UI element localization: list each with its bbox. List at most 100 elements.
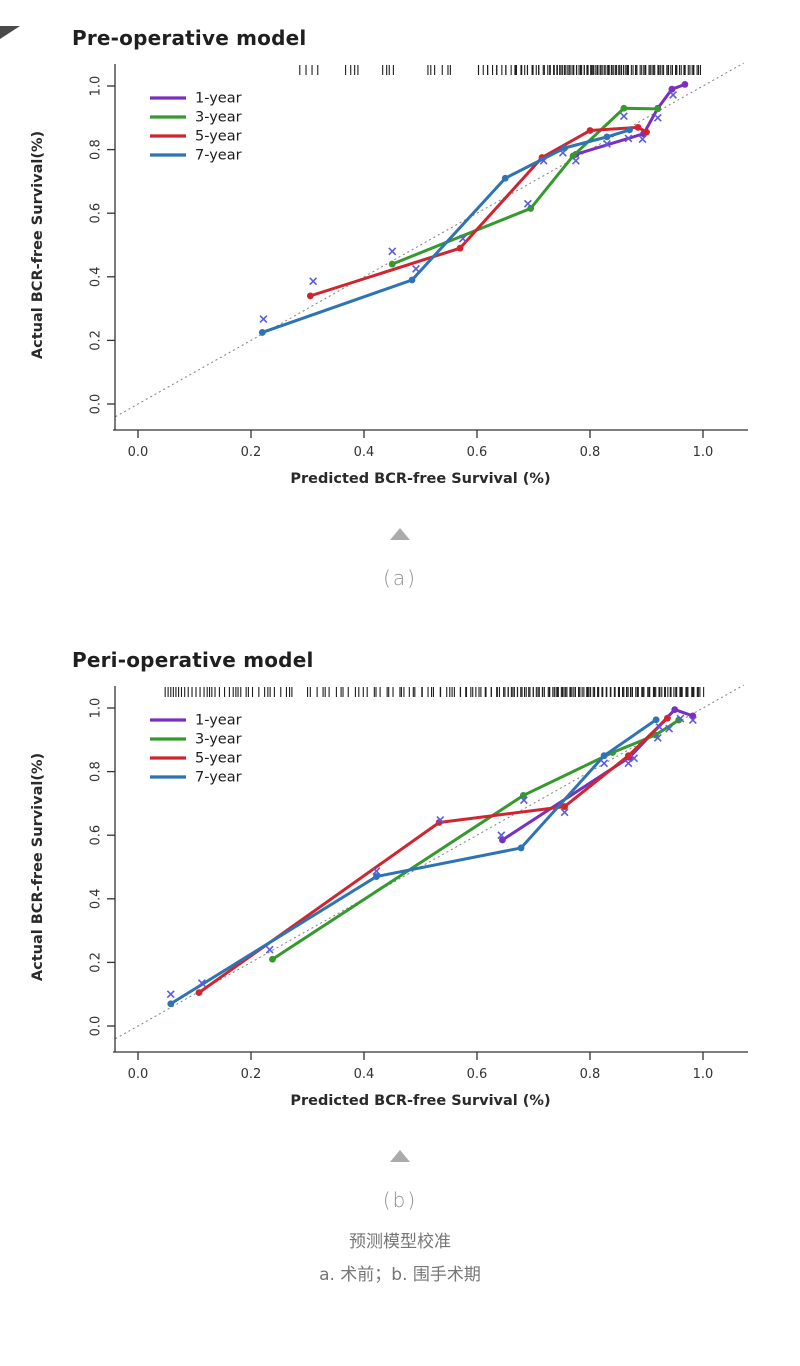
chart-b-title: Peri-operative model <box>72 648 314 672</box>
y-tick-label: 0.0 <box>89 1016 104 1037</box>
data-point <box>626 126 633 134</box>
legend-label: 3-year <box>195 110 242 126</box>
y-tick-label: 0.8 <box>89 139 104 160</box>
x-mark <box>665 724 674 733</box>
data-point <box>643 128 650 136</box>
anchor-triangle-icon <box>390 528 410 540</box>
x-tick-label: 1.0 <box>693 1067 714 1082</box>
y-tick-label: 0.8 <box>89 761 104 782</box>
x-tick-label: 0.2 <box>241 1067 262 1082</box>
caption-title: 预测模型校准 <box>349 1232 451 1252</box>
data-point <box>373 873 380 880</box>
x-mark <box>602 139 611 148</box>
data-point <box>569 152 577 160</box>
data-point <box>269 955 276 963</box>
x-tick-label: 0.4 <box>354 445 375 460</box>
y-tick-label: 0.2 <box>89 330 104 351</box>
x-tick-label: 0.8 <box>580 445 601 460</box>
data-point <box>306 292 314 300</box>
ideal-calibration-line <box>115 62 744 418</box>
series-3-year <box>269 716 683 963</box>
legend-label: 1-year <box>195 91 242 107</box>
legend-label: 7-year <box>195 770 242 786</box>
axis-tick-labels: 0.0 0.0 0.2 0.2 0.4 0.4 0.6 0.6 0.8 0.8 1.0 1.0 <box>89 698 714 1082</box>
data-point <box>625 752 632 760</box>
legend-label: 5-year <box>195 129 242 145</box>
x-mark <box>497 831 506 840</box>
axis-ticks <box>107 707 704 1060</box>
data-point <box>586 127 594 134</box>
rug-marks <box>299 65 702 75</box>
y-tick-label: 0.4 <box>89 888 104 909</box>
series-line <box>574 82 687 156</box>
x-mark <box>630 754 639 763</box>
data-point <box>664 714 671 722</box>
data-point <box>258 329 266 336</box>
x-mark <box>688 716 697 725</box>
x-mark <box>388 247 397 256</box>
legend-label: 3-year <box>195 732 242 748</box>
x-tick-label: 1.0 <box>693 445 714 460</box>
document-canvas: { "corner_fold": {"color": "#4a4a4a"}, "… <box>0 26 800 1321</box>
anchor-marker-a-row <box>0 528 800 540</box>
data-point <box>167 1000 175 1008</box>
series-line <box>260 128 632 334</box>
y-tick-label: 0.2 <box>89 952 104 973</box>
data-point <box>408 276 416 284</box>
x-mark <box>259 315 268 324</box>
x-mark <box>265 945 274 954</box>
y-axis-label: Actual BCR-free Survival(%) <box>30 753 46 981</box>
x-tick-label: 0.6 <box>467 445 488 460</box>
x-mark <box>653 113 662 122</box>
y-tick-label: 0.6 <box>89 203 104 224</box>
y-tick-label: 1.0 <box>89 698 104 719</box>
x-tick-label: 0.0 <box>128 1067 149 1082</box>
x-tick-label: 0.2 <box>241 445 262 460</box>
data-point <box>603 133 611 141</box>
anchor-marker-b-row <box>0 1150 800 1162</box>
x-mark <box>600 759 609 768</box>
x-mark <box>624 134 633 143</box>
x-tick-label: 0.6 <box>467 1067 488 1082</box>
data-point <box>634 123 642 131</box>
figure-a: Pre-operative model 0.0 0.0 0.2 0.2 0.4 0.4 0.… <box>0 26 800 494</box>
data-point <box>681 81 689 88</box>
panel-label-a: (a) <box>383 566 417 590</box>
series-7-year <box>167 716 660 1008</box>
x-mark <box>436 815 445 824</box>
data-point <box>671 706 679 713</box>
series-line <box>308 125 648 298</box>
y-tick-label: 0.4 <box>89 266 104 287</box>
data-point <box>652 716 660 724</box>
series-5-year <box>306 123 650 300</box>
x-mark <box>655 723 664 732</box>
x-mark <box>669 90 678 99</box>
data-point <box>668 85 676 93</box>
caption-subtitle: a. 术前；b. 围手术期 <box>319 1265 481 1286</box>
data-point <box>561 803 568 810</box>
x-mark <box>619 112 628 121</box>
series-5-year <box>195 714 671 997</box>
calibration-plot-preoperative: 0.0 0.0 0.2 0.2 0.4 0.4 0.6 0.6 0.8 0.8 1.0 1.0 Pred… <box>30 62 748 487</box>
figure-b: Peri-operative model 0.0 0.0 0.2 0.2 0.4 0.4 0… <box>0 648 800 1116</box>
x-mark <box>458 234 467 243</box>
series-7-year <box>258 126 633 336</box>
x-tick-label: 0.8 <box>580 1067 601 1082</box>
axes <box>113 64 748 431</box>
figure-caption: 预测模型校准 a. 术前；b. 围手术期 <box>0 1226 800 1320</box>
data-point <box>654 105 662 113</box>
x-mark <box>560 808 569 817</box>
anchor-triangle-icon <box>390 1150 410 1162</box>
legend: 1-year 3-year 5-year 7-year <box>150 713 242 786</box>
legend-label: 5-year <box>195 751 242 767</box>
data-point <box>456 244 464 252</box>
x-mark <box>309 277 318 286</box>
x-mark <box>539 156 548 165</box>
x-mark <box>558 148 567 157</box>
data-point <box>517 844 525 852</box>
chart-a-title: Pre-operative model <box>72 26 307 50</box>
legend: 1-year 3-year 5-year 7-year <box>150 91 242 164</box>
data-point <box>501 174 509 182</box>
rug-marks <box>164 687 705 697</box>
axes <box>113 686 748 1053</box>
